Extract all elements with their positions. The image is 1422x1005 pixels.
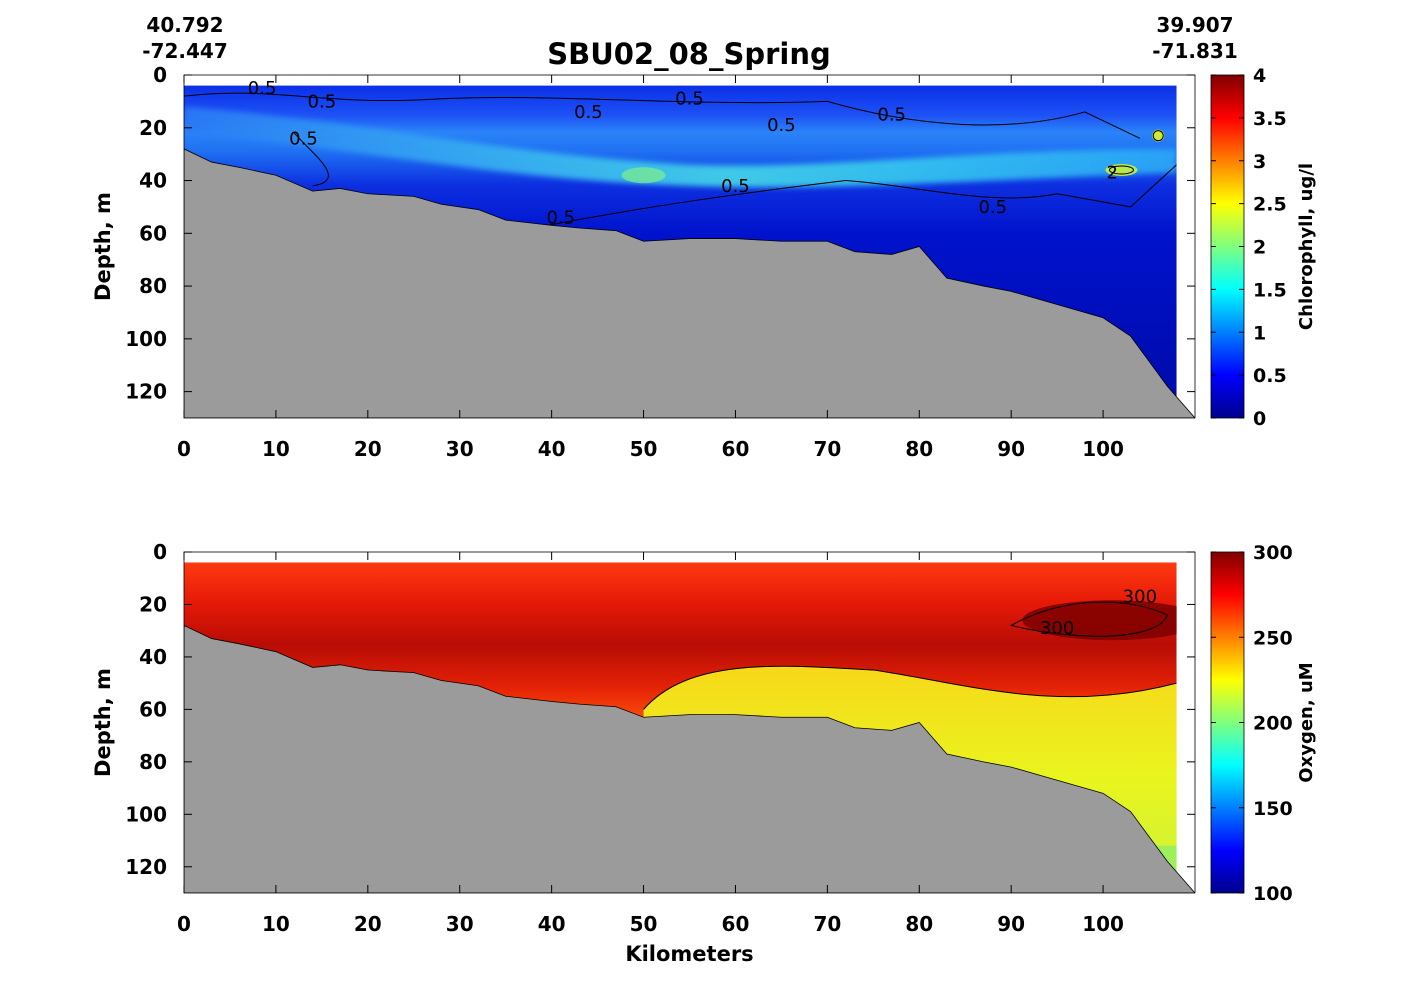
contour-label: 0.5	[308, 91, 337, 112]
contour-label: 300	[1040, 618, 1074, 639]
x-tick-label: 40	[538, 912, 566, 936]
colorbar-tick-label: 2	[1253, 237, 1266, 259]
colorbar-tick-label: 1	[1253, 322, 1266, 344]
x-tick-label: 80	[905, 437, 933, 461]
x-tick-label: 60	[722, 437, 750, 461]
contour-line	[293, 132, 329, 187]
y-tick-label: 40	[139, 645, 167, 669]
colorbar-label: Oxygen, uM	[1296, 662, 1317, 782]
contour-line	[1152, 130, 1164, 142]
contour-label: 0.5	[248, 78, 277, 99]
chart-title: SBU02_08_Spring	[547, 37, 831, 71]
x-tick-label: 10	[262, 437, 290, 461]
contour-label: 0.5	[289, 128, 318, 149]
colorbar	[1210, 74, 1245, 419]
y-tick-label: 0	[153, 63, 167, 87]
x-tick-label: 60	[722, 912, 750, 936]
colorbar-tick-label: 0	[1253, 408, 1266, 430]
start-latitude: 40.792	[146, 13, 223, 37]
contour-label: 0.5	[574, 102, 603, 123]
no-data-strip	[184, 75, 1195, 86]
y-tick-label: 40	[139, 169, 167, 193]
colorbar-tick-label: 0.5	[1253, 365, 1287, 387]
x-tick-label: 90	[997, 912, 1025, 936]
start-longitude: -72.447	[142, 39, 227, 63]
colorbar-tick-label: 3.5	[1253, 108, 1287, 130]
x-tick-label: 100	[1082, 437, 1124, 461]
end-longitude: -71.831	[1152, 39, 1237, 63]
colorbar-tick-label: 2.5	[1253, 194, 1287, 216]
chlorophyll-maximum-band	[184, 106, 1177, 188]
colorbar-tick-label: 150	[1253, 798, 1293, 820]
y-tick-label: 80	[139, 750, 167, 774]
y-tick-label: 60	[139, 697, 167, 721]
no-data-strip	[1176, 552, 1195, 893]
contour-line	[533, 164, 1177, 229]
end-latitude: 39.907	[1156, 13, 1233, 37]
contour-label: 2	[1107, 163, 1118, 184]
contour-line	[1009, 601, 1169, 637]
colorbar-tick-label: 250	[1253, 627, 1293, 649]
colorbar-tick-label: 200	[1253, 713, 1293, 735]
x-tick-label: 70	[813, 912, 841, 936]
y-axis-label: Depth, m	[91, 668, 115, 777]
contour-label: 0.5	[675, 89, 704, 110]
x-tick-label: 40	[538, 437, 566, 461]
x-tick-label: 30	[446, 437, 474, 461]
contour-label: 0.5	[721, 176, 750, 197]
contour-line	[1108, 165, 1134, 175]
plot-area	[184, 75, 1195, 418]
seafloor	[184, 148, 1195, 418]
seafloor	[184, 625, 1195, 893]
y-axis-label: Depth, m	[91, 192, 115, 301]
chlorophyll-patch	[621, 167, 666, 184]
y-tick-label: 120	[125, 380, 167, 404]
x-tick-label: 0	[177, 912, 191, 936]
x-tick-label: 50	[630, 912, 658, 936]
axes-frame	[183, 551, 1196, 894]
y-tick-label: 100	[125, 802, 167, 826]
axes-frame	[183, 74, 1196, 419]
contour-label: 0.5	[877, 105, 906, 126]
no-data-strip	[1176, 75, 1195, 418]
contour-line	[184, 92, 1141, 139]
y-tick-label: 100	[125, 327, 167, 351]
x-tick-label: 80	[905, 912, 933, 936]
contour-line	[643, 665, 1177, 710]
y-tick-label: 20	[139, 592, 167, 616]
colorbar-tick-label: 1.5	[1253, 279, 1287, 301]
colorbar-label: Chlorophyll, ug/l	[1296, 163, 1317, 330]
plot-area	[184, 552, 1195, 893]
chlorophyll-patch	[1152, 129, 1165, 142]
x-tick-label: 20	[354, 912, 382, 936]
y-tick-label: 80	[139, 274, 167, 298]
colorbar-tick-label: 300	[1253, 542, 1293, 564]
contour-label: 0.5	[978, 197, 1007, 218]
chlorophyll-panel: 0 10 20 30 40 50 60 70 80 90 100020406080100120Dep…	[91, 63, 1317, 461]
x-tick-label: 90	[997, 437, 1025, 461]
y-tick-label: 60	[139, 221, 167, 245]
high-oxygen-patch	[1022, 600, 1195, 641]
oxygen-panel: 0 10 20 30 40 50 60 70 80 90 100 0 20 40 60 80 100 120 Dep…	[91, 540, 1317, 966]
y-tick-label: 120	[125, 855, 167, 879]
colorbar-tick-label: 3	[1253, 151, 1266, 173]
colorbar-tick-label: 4	[1253, 65, 1266, 87]
colorbar-tick-label: 100	[1253, 883, 1293, 905]
x-tick-label: 30	[446, 912, 474, 936]
x-tick-label: 50	[630, 437, 658, 461]
x-tick-label: 10	[262, 912, 290, 936]
x-tick-label: 100	[1082, 912, 1124, 936]
contour-label: 0.5	[767, 115, 796, 136]
x-axis-label: Kilometers	[625, 942, 753, 966]
y-tick-label: 0	[153, 540, 167, 564]
contour-label: 300	[1123, 587, 1157, 608]
x-tick-label: 20	[354, 437, 382, 461]
contour-label: 0.5	[547, 207, 576, 228]
x-tick-label: 0	[177, 437, 191, 461]
no-data-strip	[184, 552, 1195, 563]
x-tick-label: 70	[813, 437, 841, 461]
y-tick-label: 20	[139, 116, 167, 140]
